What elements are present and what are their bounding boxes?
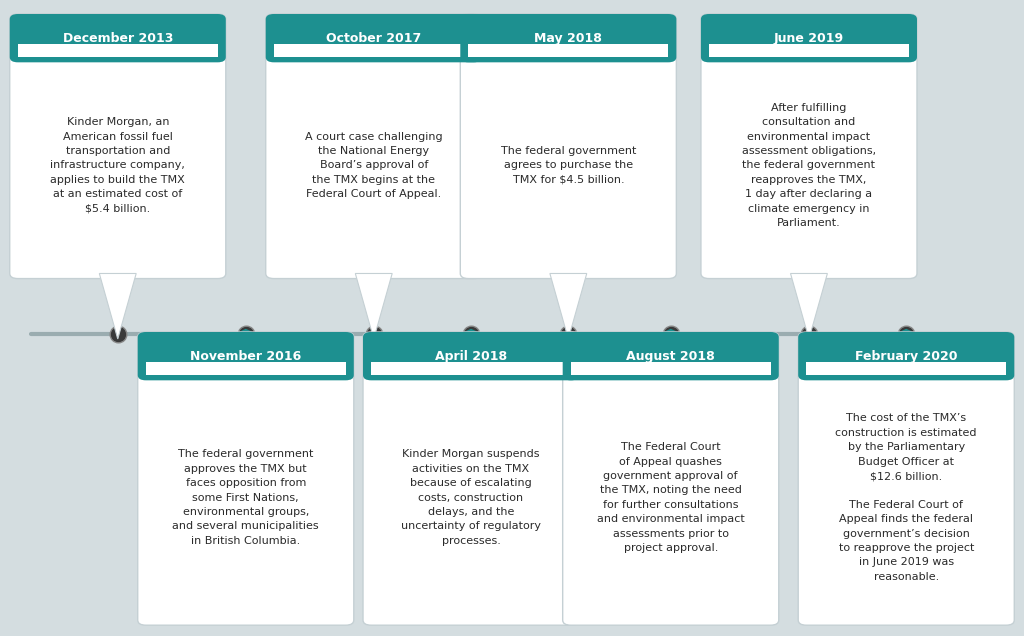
Polygon shape [791,273,827,339]
FancyBboxPatch shape [563,332,778,380]
FancyBboxPatch shape [700,14,918,62]
Bar [273,42,473,57]
FancyBboxPatch shape [807,337,1006,362]
Text: August 2018: August 2018 [627,350,715,363]
Bar [145,360,346,375]
Bar [807,360,1006,375]
Text: Kinder Morgan suspends
activities on the TMX
because of escalating
costs, constr: Kinder Morgan suspends activities on the… [401,450,541,546]
Text: June 2019: June 2019 [774,32,844,45]
Text: November 2016: November 2016 [190,350,301,363]
FancyBboxPatch shape [18,19,218,44]
Polygon shape [227,329,264,337]
FancyBboxPatch shape [372,337,571,362]
FancyBboxPatch shape [137,332,354,380]
Bar [372,360,571,375]
Text: May 2018: May 2018 [535,32,602,45]
Text: April 2018: April 2018 [435,350,507,363]
Text: The federal government
agrees to purchase the
TMX for $4.5 billion.: The federal government agrees to purchas… [501,146,636,185]
Bar [469,42,669,57]
FancyBboxPatch shape [563,332,778,625]
FancyBboxPatch shape [799,332,1014,625]
FancyBboxPatch shape [700,14,918,279]
Polygon shape [888,329,925,337]
FancyBboxPatch shape [10,14,226,279]
FancyBboxPatch shape [461,14,677,62]
FancyBboxPatch shape [799,332,1014,380]
FancyBboxPatch shape [10,14,226,62]
FancyBboxPatch shape [709,19,909,44]
Text: A court case challenging
the National Energy
Board’s approval of
the TMX begins : A court case challenging the National En… [305,132,442,199]
Polygon shape [550,273,587,339]
FancyBboxPatch shape [273,19,473,44]
Text: The federal government
approves the TMX but
faces opposition from
some First Nat: The federal government approves the TMX … [172,450,319,546]
FancyBboxPatch shape [145,337,346,362]
FancyBboxPatch shape [265,14,481,279]
FancyBboxPatch shape [364,332,580,380]
Text: The Federal Court
of Appeal quashes
government approval of
the TMX, noting the n: The Federal Court of Appeal quashes gove… [597,442,744,553]
Polygon shape [453,329,489,337]
Bar [18,42,218,57]
FancyBboxPatch shape [137,332,354,625]
FancyBboxPatch shape [571,337,770,362]
Text: February 2020: February 2020 [855,350,957,363]
Text: After fulfilling
consultation and
environmental impact
assessment obligations,
t: After fulfilling consultation and enviro… [742,103,876,228]
Polygon shape [355,273,392,339]
Text: December 2013: December 2013 [62,32,173,45]
Polygon shape [652,329,689,337]
Bar [571,360,770,375]
FancyBboxPatch shape [461,14,677,279]
Text: The cost of the TMX’s
construction is estimated
by the Parliamentary
Budget Offi: The cost of the TMX’s construction is es… [836,413,977,582]
Text: Kinder Morgan, an
American fossil fuel
transportation and
infrastructure company: Kinder Morgan, an American fossil fuel t… [50,117,185,214]
FancyBboxPatch shape [364,332,580,625]
Bar [709,42,909,57]
Text: October 2017: October 2017 [326,32,422,45]
FancyBboxPatch shape [469,19,669,44]
FancyBboxPatch shape [265,14,481,62]
Polygon shape [99,273,136,339]
